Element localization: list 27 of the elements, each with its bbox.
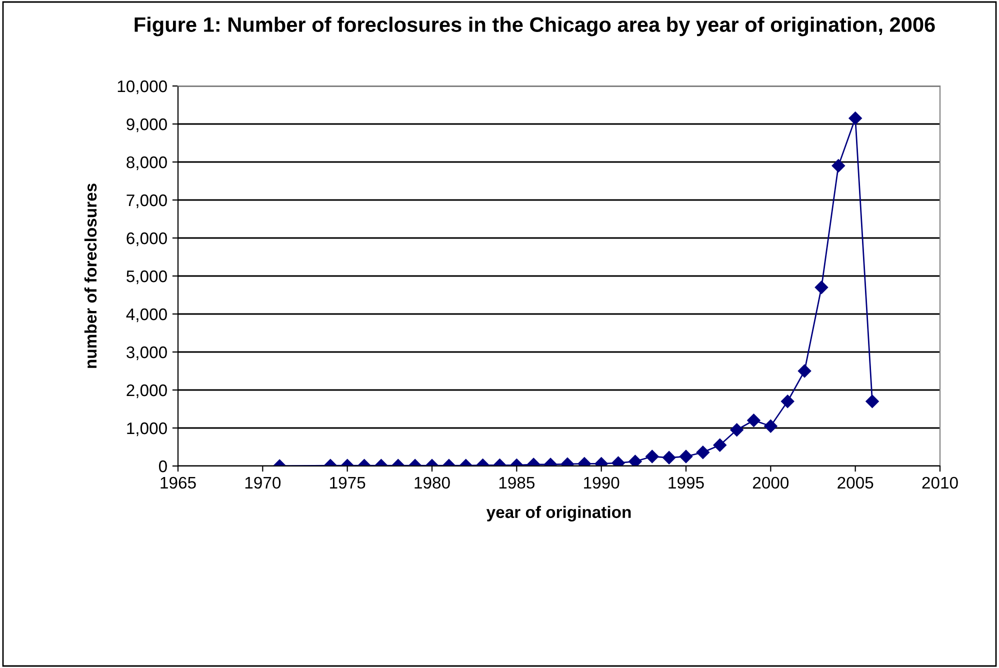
y-tick-label: 1,000 (127, 422, 167, 436)
x-tick-label: 1980 (414, 476, 450, 489)
point (832, 159, 845, 172)
y-tick-label: 7,000 (126, 194, 167, 208)
y-tick-label: 5,000 (126, 270, 167, 284)
x-tick-label: 1975 (330, 476, 366, 489)
chart-title: Figure 1: Number of foreclosures in the Chicago area by year of origination, 2006 (134, 16, 935, 36)
x-tick-label: 2010 (922, 476, 958, 489)
x-tick-label: 1990 (584, 476, 620, 489)
x-tick-label: 1970 (245, 476, 281, 489)
x-tick-label: 1985 (499, 476, 535, 489)
y-tick-label: 9,000 (126, 118, 167, 132)
point (848, 112, 862, 125)
y-tick-label: 10,000 (118, 80, 167, 94)
point (814, 280, 828, 294)
y-tick-label: 6,000 (126, 232, 167, 246)
x-tick-label: 2000 (752, 476, 789, 489)
x-tick-label: 2005 (838, 476, 874, 489)
y-tick-label: 2,000 (126, 384, 167, 398)
x-tick-label: 1965 (160, 476, 196, 489)
y-axis-title: number of foreclosures (84, 184, 97, 368)
y-tick-label: 4,000 (126, 308, 167, 322)
y-tick-label: 8,000 (126, 156, 167, 170)
x-tick-label: 1995 (668, 476, 704, 489)
y-tick-label: 3,000 (126, 346, 167, 360)
y-tick-label: 0 (158, 460, 167, 472)
x-axis-title: year of origination (486, 506, 631, 522)
